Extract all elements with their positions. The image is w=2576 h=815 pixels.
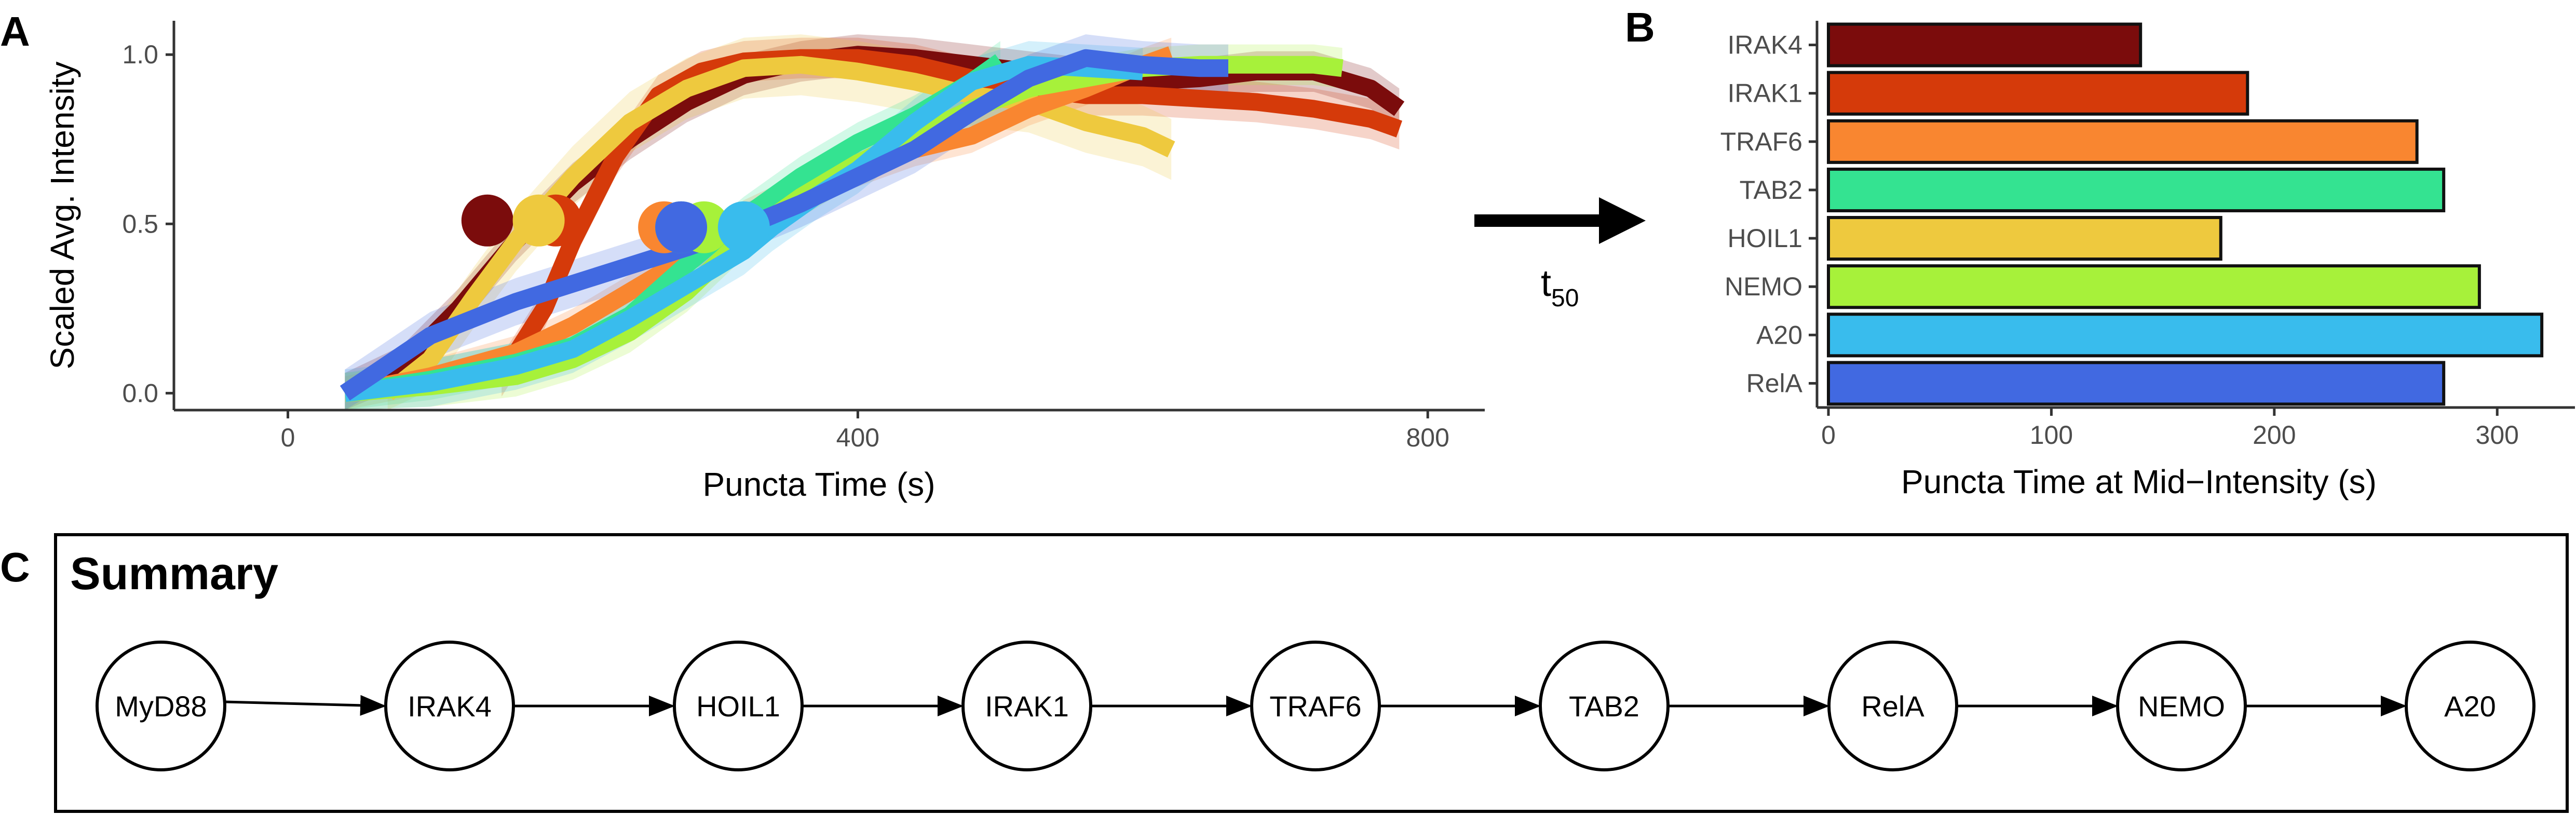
node-myd88 <box>96 641 226 771</box>
category-label: IRAK1 <box>1727 79 1802 108</box>
series-line <box>344 56 1144 402</box>
node-rela <box>1827 641 1958 771</box>
node-label: A20 <box>2444 690 2496 723</box>
panel-b-bar-chart: IRAK4 IRAK1 TRAF6 TAB2 HOIL1 NEMO A20 RelA 0 100 2… <box>1720 21 2575 500</box>
x-axis-title: Puncta Time (s) <box>702 466 935 503</box>
x-tick-label: 0 <box>1821 420 1836 450</box>
y-tick-label: 0.5 <box>122 209 158 238</box>
category-label: TRAF6 <box>1720 127 1802 156</box>
panel-letter-a: A <box>0 8 30 55</box>
pathway-nodes: MyD88 IRAK4 HOIL1 IRAK1 TRAF6 TAB2 RelA NEMO A20 <box>96 641 2536 771</box>
axis-ticks: IRAK4 IRAK1 TRAF6 TAB2 HOIL1 NEMO A20 RelA 0 100 2… <box>1720 31 2519 450</box>
bar-tab2 <box>1827 167 2446 212</box>
y-tick-label: 0.0 <box>122 378 158 408</box>
t50-point <box>717 201 770 253</box>
axis-ticks: 0 400 800 0.0 0.5 1.0 <box>122 40 1449 452</box>
t50-point <box>512 194 565 247</box>
bars <box>1827 22 2544 406</box>
node-label: IRAK4 <box>408 690 492 723</box>
x-axis-title: Puncta Time at Mid−Intensity (s) <box>1901 463 2377 500</box>
t50-letter: t <box>1541 263 1551 304</box>
bar-nemo <box>1827 264 2481 309</box>
panel-a-line-chart: 0 400 800 0.0 0.5 1.0 Puncta Time (s) Scaled … <box>44 21 1485 503</box>
bar-traf6 <box>1827 119 2419 164</box>
x-tick-label: 100 <box>2030 420 2073 450</box>
node-hoil1 <box>673 641 804 771</box>
bar-hoil1 <box>1827 216 2222 261</box>
x-tick-label: 400 <box>836 423 879 452</box>
panel-letter-c: C <box>0 544 30 590</box>
node-traf6 <box>1250 641 1381 771</box>
series-lines <box>340 46 1405 402</box>
t50-point <box>461 194 513 247</box>
t50-point <box>655 201 708 253</box>
node-label: TAB2 <box>1569 690 1639 723</box>
t50-arrow: t50 <box>1474 197 1646 312</box>
t50-markers <box>461 194 770 253</box>
node-label: TRAF6 <box>1269 690 1361 723</box>
category-label: RelA <box>1746 369 1803 398</box>
x-tick-label: 800 <box>1406 423 1449 452</box>
node-nemo <box>2116 641 2247 771</box>
x-tick-label: 200 <box>2253 420 2296 450</box>
node-tab2 <box>1539 641 1670 771</box>
node-a20 <box>2405 641 2536 771</box>
bar-irak4 <box>1827 22 2143 67</box>
node-label: MyD88 <box>115 690 207 723</box>
y-axis-title: Scaled Avg. Intensity <box>44 62 81 370</box>
x-tick-label: 300 <box>2476 420 2519 450</box>
node-label: IRAK1 <box>985 690 1069 723</box>
category-label: IRAK4 <box>1727 31 1802 60</box>
node-irak1 <box>961 641 1092 771</box>
category-label: TAB2 <box>1740 175 1802 205</box>
panel-letter-b: B <box>1625 4 1655 50</box>
bar-a20 <box>1827 313 2544 358</box>
t50-label: t50 <box>1541 263 1579 312</box>
node-label: HOIL1 <box>696 690 780 723</box>
series-line <box>382 56 1175 400</box>
node-label: RelA <box>1861 690 1924 723</box>
series-line <box>494 49 1403 381</box>
x-tick-label: 0 <box>281 423 295 452</box>
category-label: HOIL1 <box>1727 224 1802 253</box>
bar-irak1 <box>1827 71 2249 116</box>
category-label: NEMO <box>1725 272 1802 301</box>
t50-subscript: 50 <box>1551 284 1579 312</box>
category-label: A20 <box>1756 320 1802 349</box>
series-line <box>340 49 1228 401</box>
node-label: NEMO <box>2138 690 2225 723</box>
pathway-arrow <box>224 695 386 716</box>
node-irak4 <box>384 641 515 771</box>
summary-box <box>54 533 2569 813</box>
bar-rela <box>1827 361 2446 406</box>
panel-c-summary: Summary MyD88 IRAK4 HOIL1 IRAK1 TRAF6 TAB2 Rel… <box>54 533 2569 813</box>
y-tick-label: 1.0 <box>122 40 158 69</box>
arrow-head <box>1599 197 1646 244</box>
summary-title: Summary <box>70 548 278 599</box>
